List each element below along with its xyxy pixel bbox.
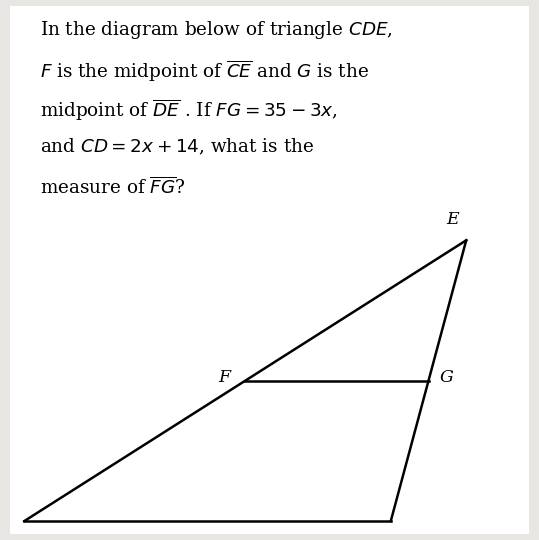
Text: F: F [218, 369, 230, 387]
Text: measure of $\overline{FG}$?: measure of $\overline{FG}$? [40, 177, 186, 198]
Text: In the diagram below of triangle $CDE$,: In the diagram below of triangle $CDE$, [40, 19, 393, 41]
Text: and $CD = 2x + 14$, what is the: and $CD = 2x + 14$, what is the [40, 137, 315, 158]
Text: $F$ is the midpoint of $\overline{CE}$ and $G$ is the: $F$ is the midpoint of $\overline{CE}$ a… [40, 58, 369, 84]
Text: G: G [439, 369, 453, 387]
Text: E: E [446, 212, 459, 228]
Text: midpoint of $\overline{DE}$ . If $FG = 35 - 3x$,: midpoint of $\overline{DE}$ . If $FG = 3… [40, 98, 338, 123]
